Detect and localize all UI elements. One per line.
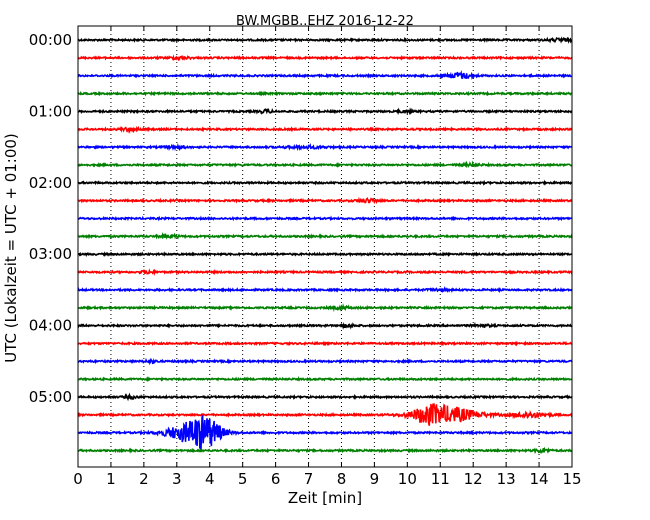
trace-layer <box>77 36 573 455</box>
seismic-trace <box>77 54 573 62</box>
chart-title: BW.MGBB..EHZ 2016-12-22 <box>236 14 414 29</box>
x-tick-label: 10 <box>398 470 417 488</box>
y-tick-label: 01:00 <box>29 102 72 120</box>
seismic-trace <box>77 69 573 80</box>
x-tick-label: 6 <box>271 470 281 488</box>
seismic-trace <box>77 285 573 294</box>
x-tick-label: 12 <box>464 470 483 488</box>
y-tick-label: 00:00 <box>29 31 72 49</box>
tick-layer: 0 1 2 3 4 5 6 7 8 9 10 11 12 13 14 1500:0001:0002:0003:… <box>29 26 582 488</box>
seismic-trace <box>77 160 573 168</box>
x-tick-label: 9 <box>370 470 380 488</box>
plot-frame <box>77 25 573 468</box>
x-tick-label: 8 <box>337 470 347 488</box>
y-axis-label: UTC (Lokalzeit = UTC + 01:00) <box>2 133 20 363</box>
x-tick-label: 11 <box>431 470 450 488</box>
x-tick-label: 15 <box>562 470 581 488</box>
seismic-trace <box>77 125 573 134</box>
y-tick-label: 04:00 <box>29 317 72 335</box>
seismic-trace <box>77 392 573 402</box>
x-tick-label: 1 <box>106 470 116 488</box>
seismic-trace <box>77 303 573 313</box>
y-tick-label: 05:00 <box>29 388 72 406</box>
seismic-trace <box>77 402 573 426</box>
seismic-trace <box>77 36 573 44</box>
y-tick-label: 03:00 <box>29 245 72 263</box>
x-tick-label: 5 <box>238 470 248 488</box>
seismic-trace <box>77 321 573 330</box>
seismic-trace <box>77 107 573 116</box>
seismic-trace <box>77 376 573 383</box>
x-tick-label: 0 <box>73 470 83 488</box>
x-tick-label: 2 <box>139 470 149 488</box>
seismic-trace <box>77 357 573 366</box>
x-tick-label: 7 <box>304 470 314 488</box>
x-tick-label: 13 <box>497 470 516 488</box>
seismic-trace <box>77 340 573 347</box>
x-axis-label: Zeit [min] <box>288 489 362 507</box>
x-tick-label: 3 <box>172 470 182 488</box>
seismic-trace <box>77 415 573 450</box>
x-tick-label: 14 <box>530 470 549 488</box>
seismic-trace <box>77 232 573 240</box>
seismic-trace <box>77 142 573 152</box>
y-tick-label: 02:00 <box>29 174 72 192</box>
seismic-trace <box>77 251 573 258</box>
seismic-trace <box>77 90 573 97</box>
x-tick-label: 4 <box>205 470 215 488</box>
seismic-trace <box>77 215 573 222</box>
seismic-trace <box>77 179 573 186</box>
seismic-trace <box>77 196 573 205</box>
grid-layer <box>110 26 540 467</box>
seismic-trace <box>77 446 573 455</box>
seismic-trace <box>77 268 573 277</box>
